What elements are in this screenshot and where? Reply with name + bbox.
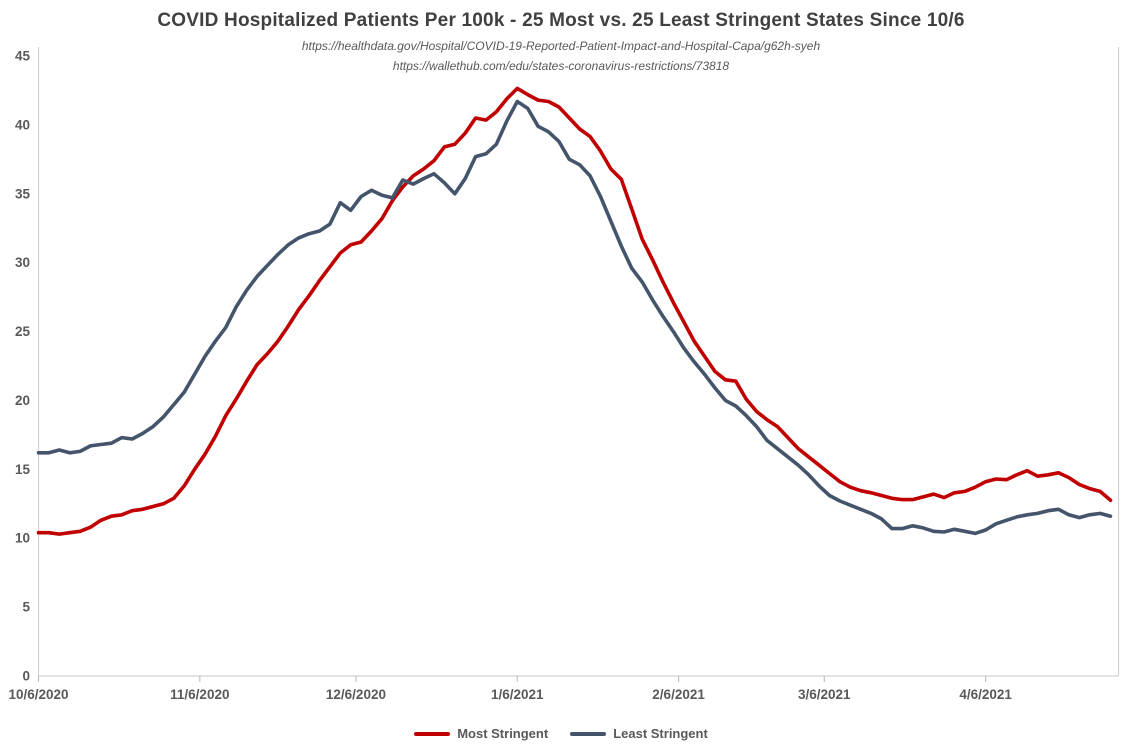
y-axis-tick-label: 25 (15, 324, 31, 339)
most-stringent-line-swatch (414, 731, 451, 736)
x-axis-tick-label: 4/6/2021 (959, 687, 1012, 702)
y-axis-tick-label: 45 (15, 49, 31, 64)
y-axis-tick-label: 5 (22, 600, 30, 615)
series-line-most-stringent (36, 86, 1113, 536)
chart-source-url-2: https://wallethub.com/edu/states-coronav… (392, 59, 730, 73)
x-axis-tick-label: 1/6/2021 (491, 687, 544, 702)
series-line-least-stringent (36, 99, 1113, 536)
legend-item-most-stringent: Most Stringent (414, 726, 548, 741)
x-axis-tick-label: 12/6/2020 (326, 687, 386, 702)
least-stringent-line-swatch (570, 731, 607, 736)
y-axis-tick-label: 40 (15, 117, 30, 132)
y-axis-tick-label: 15 (15, 462, 31, 477)
chart-title: COVID Hospitalized Patients Per 100k - 2… (157, 10, 965, 31)
y-axis-tick-label: 10 (15, 531, 30, 546)
y-axis-tick-label: 30 (15, 255, 30, 270)
legend-label-least-stringent: Least Stringent (613, 726, 708, 741)
legend-item-least-stringent: Least Stringent (570, 726, 708, 741)
legend-label-most-stringent: Most Stringent (457, 726, 549, 741)
x-axis-tick-label: 11/6/2020 (170, 687, 229, 702)
chart-source-url-1: https://healthdata.gov/Hospital/COVID-19… (301, 39, 821, 53)
y-axis-tick-label: 20 (15, 393, 30, 408)
x-axis-tick-label: 3/6/2021 (798, 687, 851, 702)
legend: Most Stringent Least Stringent (0, 726, 1122, 741)
x-axis-tick-label: 2/6/2021 (652, 687, 705, 702)
y-axis-tick-label: 0 (22, 669, 30, 684)
y-axis-tick-label: 35 (15, 186, 31, 201)
x-axis-tick-label: 10/6/2020 (8, 687, 68, 702)
